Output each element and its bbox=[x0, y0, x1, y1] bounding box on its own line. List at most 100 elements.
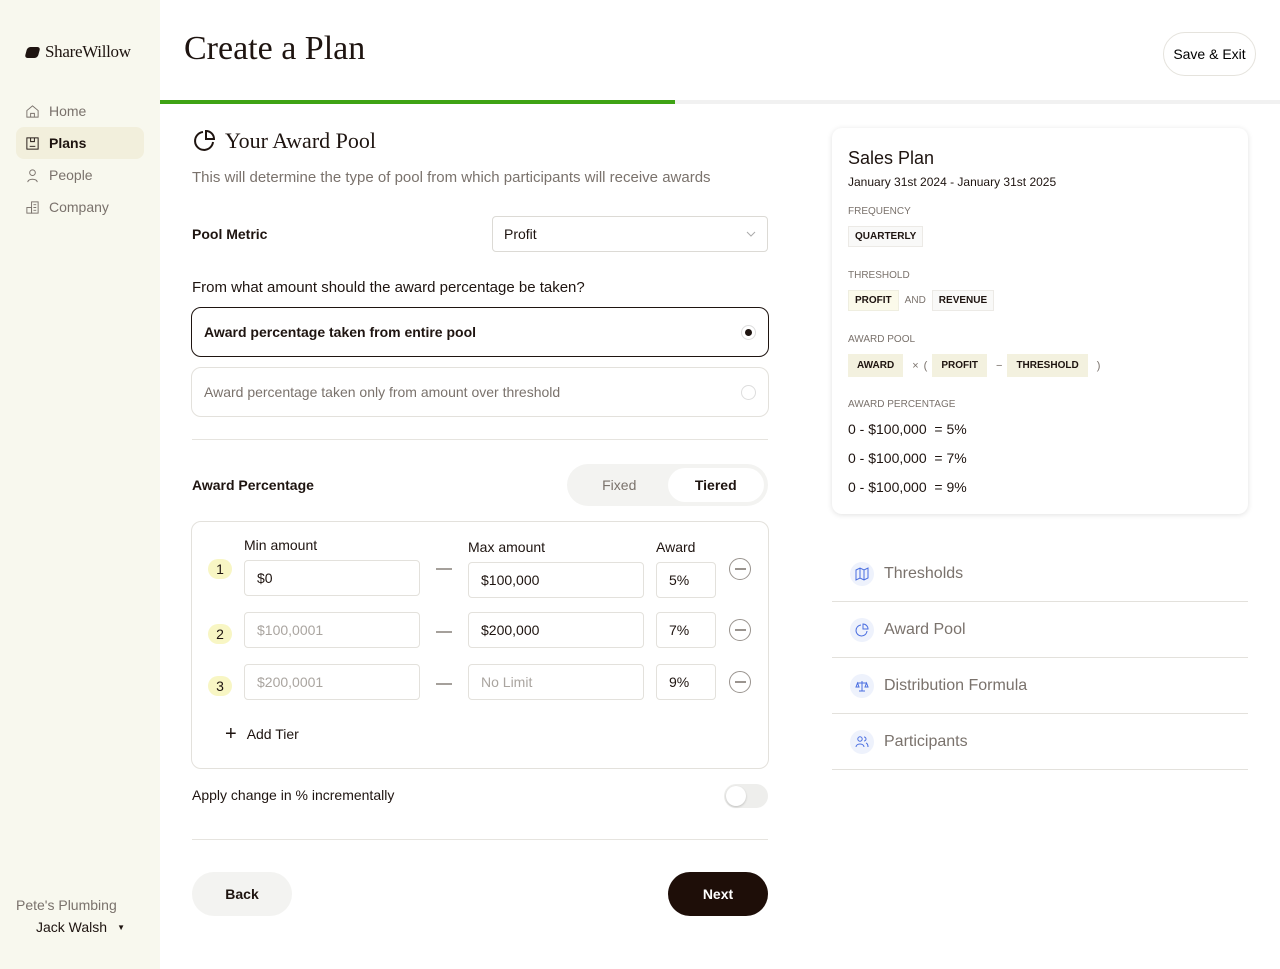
remove-tier-icon[interactable] bbox=[729, 619, 751, 641]
plans-icon bbox=[26, 136, 39, 150]
sidebar-item-company[interactable]: Company bbox=[16, 191, 144, 223]
award-input[interactable]: 7% bbox=[656, 612, 716, 648]
award-mode-toggle: Fixed Tiered bbox=[567, 464, 768, 506]
max-amount-input[interactable]: No Limit bbox=[468, 664, 644, 700]
pool-metric-select[interactable]: Profit bbox=[492, 216, 768, 252]
tab-tiered[interactable]: Tiered bbox=[667, 468, 764, 502]
range: 0 - $100,000 bbox=[848, 450, 927, 466]
range: 0 - $100,000 bbox=[848, 479, 927, 495]
step-distribution-formula[interactable]: Distribution Formula bbox=[832, 658, 1248, 714]
range-dash bbox=[436, 631, 452, 633]
sidebar-item-people[interactable]: People bbox=[16, 159, 144, 191]
max-amount-header: Max amount bbox=[468, 539, 546, 555]
range-dash bbox=[436, 683, 452, 685]
formula-op: ) bbox=[1096, 359, 1101, 372]
logo-mark-icon bbox=[24, 46, 41, 58]
brand-name: ShareWillow bbox=[45, 42, 131, 61]
user-menu[interactable]: Jack Walsh ▼ bbox=[36, 919, 125, 935]
progress-fill bbox=[160, 100, 676, 104]
range: 0 - $100,000 bbox=[848, 421, 927, 437]
step-label: Distribution Formula bbox=[884, 676, 1028, 694]
logo[interactable]: ShareWillow bbox=[24, 42, 131, 62]
frequency-label: FREQUENCY bbox=[848, 206, 911, 217]
pool-metric-label: Pool Metric bbox=[192, 226, 268, 242]
frequency-chip: QUARTERLY bbox=[848, 226, 924, 247]
radio-over-threshold[interactable]: Award percentage taken only from amount … bbox=[191, 367, 769, 417]
next-button[interactable]: Next bbox=[668, 872, 768, 916]
plan-summary-card: Sales Plan January 31st 2024 - January 3… bbox=[832, 128, 1248, 514]
page-title: Create a Plan bbox=[184, 30, 366, 67]
question-label: From what amount should the award percen… bbox=[192, 279, 585, 296]
min-amount-input[interactable]: $200,0001 bbox=[244, 664, 420, 700]
add-tier-label: Add Tier bbox=[246, 726, 299, 742]
value: = 9% bbox=[934, 479, 967, 495]
min-amount-input[interactable]: $100,0001 bbox=[244, 612, 420, 648]
step-label: Award Pool bbox=[884, 620, 966, 638]
tier-number: 1 bbox=[208, 559, 232, 579]
award-percentage-summary-label: AWARD PERCENTAGE bbox=[848, 399, 956, 410]
pie-chart-icon bbox=[194, 129, 216, 151]
min-amount-input[interactable]: $0 bbox=[244, 560, 420, 596]
incremental-toggle[interactable] bbox=[724, 784, 768, 808]
radio-label: Award percentage taken from entire pool bbox=[204, 324, 477, 340]
sidebar bbox=[0, 0, 160, 969]
plan-dates: January 31st 2024 - January 31st 2025 bbox=[848, 175, 1057, 189]
formula-op: ( bbox=[923, 359, 928, 372]
sidebar-item-label: Company bbox=[49, 199, 109, 215]
tab-fixed[interactable]: Fixed bbox=[602, 477, 637, 493]
award-percentage-label: Award Percentage bbox=[192, 477, 314, 493]
remove-tier-icon[interactable] bbox=[729, 671, 751, 693]
threshold-chip: PROFIT bbox=[848, 290, 899, 311]
max-amount-input[interactable]: $200,000 bbox=[468, 612, 644, 648]
tier-number: 2 bbox=[208, 624, 232, 644]
award-input[interactable]: 9% bbox=[656, 664, 716, 700]
threshold-op: AND bbox=[904, 295, 926, 306]
scale-icon bbox=[850, 673, 874, 698]
radio-empty-icon bbox=[741, 384, 756, 400]
sidebar-item-home[interactable]: Home bbox=[16, 95, 144, 127]
value: = 7% bbox=[934, 450, 967, 466]
step-participants[interactable]: Participants bbox=[832, 714, 1248, 770]
user-name: Jack Walsh bbox=[36, 919, 108, 935]
formula-chip: AWARD bbox=[848, 354, 904, 377]
incremental-label: Apply change in % incrementally bbox=[192, 787, 395, 803]
percentage-row: 0 - $100,000 = 7% bbox=[848, 450, 967, 466]
award-input[interactable]: 5% bbox=[656, 562, 716, 598]
pie-chart-icon bbox=[850, 617, 874, 642]
sidebar-item-label: Home bbox=[49, 103, 87, 119]
award-header: Award bbox=[656, 539, 696, 555]
tiers-panel bbox=[191, 521, 769, 769]
step-thresholds[interactable]: Thresholds bbox=[832, 546, 1248, 602]
plan-title: Sales Plan bbox=[848, 148, 935, 168]
radio-entire-pool[interactable]: Award percentage taken from entire pool bbox=[191, 307, 769, 357]
map-icon bbox=[850, 561, 874, 586]
threshold-chip: REVENUE bbox=[931, 290, 995, 311]
max-amount-input[interactable]: $100,000 bbox=[468, 562, 644, 598]
save-exit-button[interactable]: Save & Exit bbox=[1163, 32, 1256, 76]
back-button[interactable]: Back bbox=[192, 872, 292, 916]
sidebar-item-plans[interactable]: Plans bbox=[16, 127, 144, 159]
min-amount-header: Min amount bbox=[244, 537, 318, 553]
caret-down-icon: ▼ bbox=[117, 922, 125, 932]
section-title-text: Your Award Pool bbox=[225, 128, 376, 153]
percentage-row: 0 - $100,000 = 5% bbox=[848, 421, 967, 437]
tier-number: 3 bbox=[208, 676, 232, 696]
add-tier-button[interactable]: + Add Tier bbox=[225, 724, 299, 744]
step-award-pool[interactable]: Award Pool bbox=[832, 602, 1248, 658]
progress-bar bbox=[160, 100, 1280, 104]
formula-chip: THRESHOLD bbox=[1007, 354, 1088, 377]
threshold-label: THRESHOLD bbox=[848, 270, 910, 281]
formula-op: × bbox=[912, 359, 919, 372]
building-icon bbox=[26, 200, 39, 214]
step-label: Participants bbox=[884, 732, 968, 750]
sidebar-item-label: People bbox=[49, 167, 93, 183]
divider bbox=[192, 439, 768, 440]
award-pool-label: AWARD POOL bbox=[848, 334, 916, 345]
percentage-row: 0 - $100,000 = 9% bbox=[848, 479, 967, 495]
sidebar-item-label: Plans bbox=[49, 135, 87, 151]
value: = 5% bbox=[934, 421, 967, 437]
person-icon bbox=[27, 168, 38, 182]
remove-tier-icon[interactable] bbox=[729, 558, 751, 580]
formula-op: − bbox=[996, 359, 1003, 372]
formula-chip: PROFIT bbox=[932, 354, 988, 377]
